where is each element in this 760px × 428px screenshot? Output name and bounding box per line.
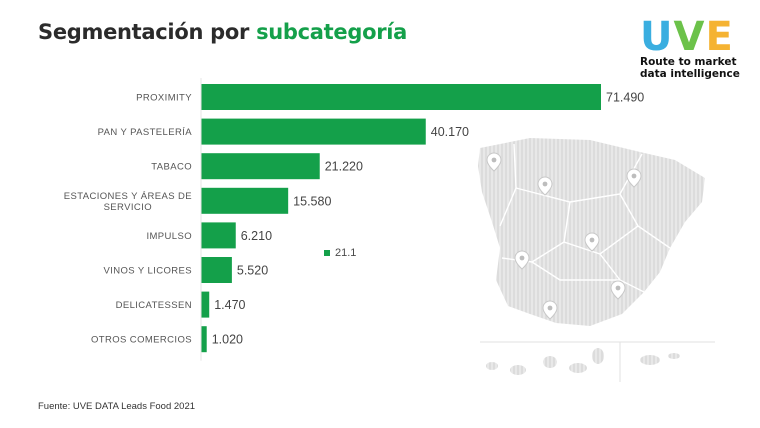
balearic-islands bbox=[640, 353, 680, 365]
category-label-4: IMPULSO bbox=[146, 231, 192, 242]
logo-letter: E bbox=[705, 14, 733, 60]
category-label-line: SERVICIO bbox=[104, 202, 152, 213]
page-title: Segmentación por subcategoría bbox=[38, 20, 407, 44]
title-highlight: subcategoría bbox=[256, 20, 408, 44]
map-pin-icon bbox=[584, 232, 600, 252]
category-label-line: DELICATESSEN bbox=[116, 300, 192, 311]
value-label-4: 6.210 bbox=[241, 229, 272, 243]
bar-1 bbox=[201, 118, 426, 145]
value-label-1: 40.170 bbox=[431, 125, 469, 139]
value-label-3: 15.580 bbox=[293, 194, 331, 208]
logo-tagline-2: data intelligence bbox=[640, 68, 740, 80]
bar-3 bbox=[201, 187, 289, 214]
value-label-2: 21.220 bbox=[325, 160, 363, 174]
bar-5 bbox=[201, 257, 232, 283]
map-pin-icon bbox=[542, 300, 558, 320]
category-label-3: ESTACIONES Y ÁREAS DE SERVICIO bbox=[64, 191, 192, 213]
category-label-line: PROXIMITY bbox=[136, 93, 192, 104]
peninsula-shape bbox=[478, 138, 705, 326]
location-pins bbox=[486, 152, 642, 320]
category-label-1: PAN Y PASTELERÍA bbox=[98, 127, 193, 138]
value-label-6: 1.470 bbox=[214, 298, 245, 312]
value-label-0: 71.490 bbox=[606, 91, 644, 105]
category-label-5: VINOS Y LICORES bbox=[103, 266, 192, 277]
chart-legend: 21.1 bbox=[324, 247, 356, 259]
category-label-line: TABACO bbox=[151, 162, 192, 173]
bar-4 bbox=[201, 222, 236, 249]
source-note: Fuente: UVE DATA Leads Food 2021 bbox=[38, 401, 196, 412]
logo-tagline-1: Route to market bbox=[640, 56, 737, 68]
canary-islands bbox=[486, 348, 604, 375]
category-label-line: ESTACIONES Y ÁREAS DE bbox=[64, 191, 192, 202]
category-label-0: PROXIMITY bbox=[136, 93, 192, 104]
map-pin-icon bbox=[486, 152, 502, 172]
spain-map-illustration bbox=[478, 138, 715, 382]
category-label-2: TABACO bbox=[151, 162, 192, 173]
category-label-line: OTROS COMERCIOS bbox=[91, 335, 192, 346]
category-label-6: DELICATESSEN bbox=[116, 300, 192, 311]
logo-letter: U bbox=[640, 14, 673, 60]
map-pin-icon bbox=[537, 176, 553, 196]
map-pin-icon bbox=[514, 250, 530, 270]
map-pin-icon bbox=[610, 280, 626, 300]
category-label-line: IMPULSO bbox=[146, 231, 192, 242]
value-label-7: 1.020 bbox=[212, 333, 243, 347]
bar-0 bbox=[201, 84, 601, 110]
legend-swatch bbox=[324, 250, 330, 256]
title-prefix: Segmentación por bbox=[38, 20, 250, 44]
category-label-line: VINOS Y LICORES bbox=[103, 266, 192, 277]
bar-6 bbox=[201, 291, 210, 318]
map-pin-icon bbox=[626, 168, 642, 188]
bar-7 bbox=[201, 326, 207, 353]
logo-letter: V bbox=[673, 14, 705, 60]
category-label-7: OTROS COMERCIOS bbox=[91, 335, 192, 346]
bar-2 bbox=[201, 153, 320, 180]
legend-label: 21.1 bbox=[335, 247, 357, 259]
value-label-5: 5.520 bbox=[237, 264, 268, 278]
category-label-line: PAN Y PASTELERÍA bbox=[98, 127, 193, 138]
